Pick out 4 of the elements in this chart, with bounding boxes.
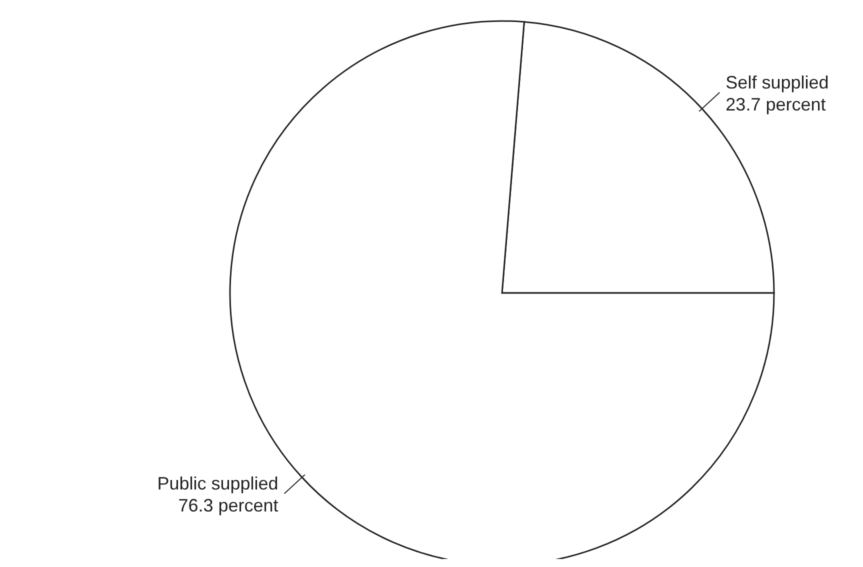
slice-label: Public supplied (157, 474, 278, 494)
slice-label: Self supplied (726, 72, 829, 92)
data-label: 23.7 percent (726, 94, 826, 114)
data-label: 76.3 percent (178, 496, 278, 516)
